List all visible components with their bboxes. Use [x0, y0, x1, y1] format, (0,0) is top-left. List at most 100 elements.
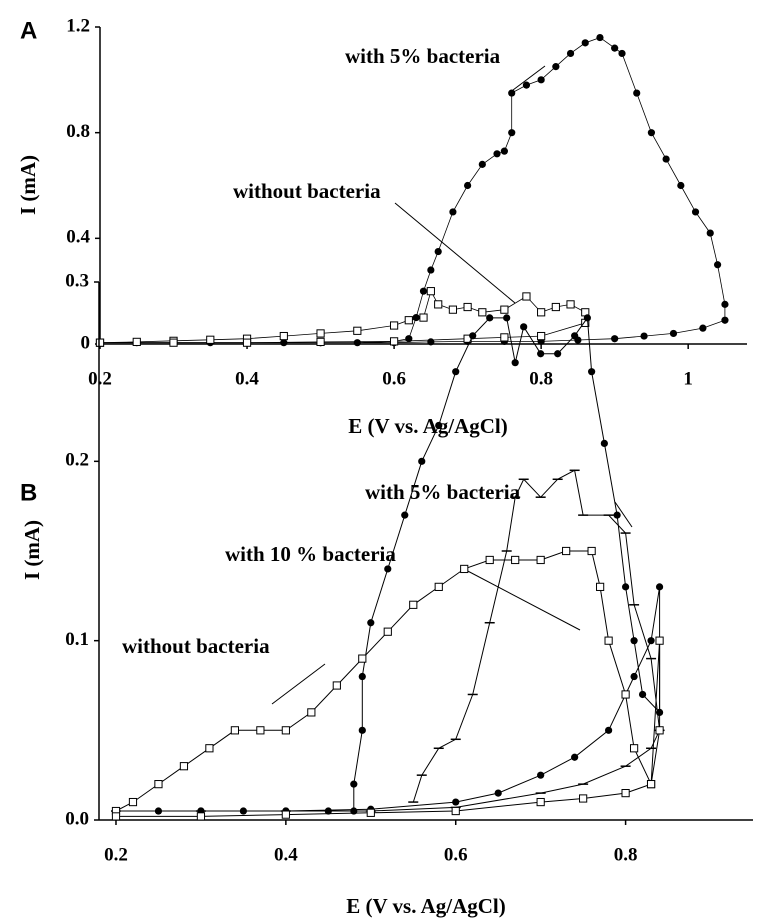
y-tick-label: 0.4 [66, 227, 90, 248]
point [493, 150, 501, 158]
point [409, 600, 418, 609]
point [316, 337, 325, 346]
point [494, 789, 502, 797]
point [389, 321, 399, 330]
point [587, 546, 596, 556]
point [613, 511, 621, 519]
point [419, 287, 428, 295]
point [426, 287, 435, 296]
point [307, 708, 316, 717]
point [537, 331, 546, 341]
point [588, 368, 596, 376]
x-tick-label: 0.4 [274, 844, 298, 865]
point [500, 147, 508, 155]
point [655, 726, 664, 735]
y-tick-label: 0.3 [65, 270, 89, 291]
annotation: with 5% bacteria [365, 480, 521, 504]
point [583, 314, 591, 322]
point [485, 555, 494, 565]
point [463, 302, 472, 312]
point [508, 89, 516, 97]
point [618, 49, 626, 58]
point [427, 338, 435, 346]
series-line [115, 550, 661, 817]
point [571, 753, 579, 761]
point [721, 300, 729, 308]
point [95, 338, 105, 347]
y-tick-label: 0.8 [66, 121, 90, 142]
point [281, 726, 290, 735]
point [132, 337, 141, 346]
point [169, 338, 178, 347]
arrow [271, 663, 326, 705]
point [256, 726, 265, 735]
point [596, 582, 605, 591]
point [367, 619, 375, 627]
point [633, 89, 641, 97]
point [551, 302, 560, 312]
point [566, 49, 575, 58]
point [366, 808, 375, 817]
point [478, 160, 486, 168]
point [536, 555, 545, 565]
point [128, 797, 138, 807]
point [647, 129, 656, 137]
point [508, 129, 516, 137]
point [621, 789, 630, 798]
y-axis-label: I (mA) [20, 520, 44, 580]
point [469, 332, 477, 340]
point [611, 335, 619, 343]
point [500, 333, 509, 342]
x-axis-label: E (V vs. Ag/AgCl) [348, 414, 507, 438]
annotation: without bacteria [233, 179, 381, 203]
point [630, 637, 638, 645]
point [537, 308, 546, 317]
point [522, 81, 531, 89]
point [640, 332, 648, 340]
point [434, 247, 442, 256]
annotation: with 5% bacteria [345, 44, 501, 68]
point [537, 76, 545, 84]
point [566, 300, 575, 309]
x-tick-label: 0.2 [88, 368, 112, 389]
point [486, 314, 494, 322]
point [332, 681, 341, 690]
point [206, 335, 215, 344]
point [537, 350, 545, 358]
point [111, 812, 121, 821]
point [629, 744, 639, 753]
point [647, 637, 655, 645]
point [358, 672, 366, 681]
point [655, 583, 664, 591]
point [721, 316, 729, 324]
point [418, 457, 426, 465]
point [154, 780, 163, 789]
point [412, 313, 420, 322]
point [677, 181, 685, 190]
point [353, 339, 361, 347]
point [451, 806, 460, 816]
point [389, 337, 399, 346]
point [205, 744, 214, 753]
point [511, 359, 519, 367]
point [604, 636, 613, 645]
point [600, 439, 608, 447]
point [500, 305, 509, 314]
point [579, 794, 588, 803]
x-tick-label: 0.8 [614, 844, 638, 865]
series-line [100, 37, 726, 344]
point [460, 564, 469, 574]
annotation: without bacteria [122, 634, 270, 658]
point [611, 44, 619, 52]
point [596, 33, 604, 42]
point [478, 308, 487, 317]
point [554, 350, 562, 358]
point [621, 690, 630, 699]
point [713, 261, 722, 269]
x-tick-label: 1 [683, 368, 693, 389]
point [452, 368, 460, 376]
point [536, 797, 545, 807]
point [419, 313, 428, 322]
point [383, 627, 392, 636]
point [449, 208, 457, 216]
